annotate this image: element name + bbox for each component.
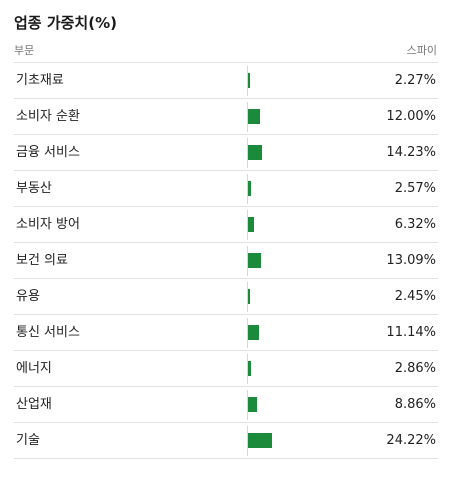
sector-row: 유용 2.45% xyxy=(14,279,438,315)
bar-baseline xyxy=(247,174,248,204)
sector-value: 6.32% xyxy=(394,217,436,232)
panel-title: 업종 가중치(%) xyxy=(14,14,117,32)
sector-row: 소비자 방어 6.32% xyxy=(14,207,438,243)
sector-label: 금융 서비스 xyxy=(16,145,80,160)
sector-label: 에너지 xyxy=(16,361,52,376)
sector-label: 유용 xyxy=(16,289,40,304)
sector-label: 보건 의료 xyxy=(16,253,68,268)
sector-value: 13.09% xyxy=(386,253,436,268)
bar-baseline xyxy=(247,66,248,96)
column-header-sector: 부문 xyxy=(14,44,35,57)
sector-value: 11.14% xyxy=(386,325,436,340)
bar-baseline xyxy=(247,138,248,168)
bar-baseline xyxy=(247,246,248,276)
sector-label: 기초재료 xyxy=(16,73,64,88)
sector-value: 12.00% xyxy=(386,109,436,124)
weight-bar xyxy=(248,109,260,124)
sector-row: 기술 24.22% xyxy=(14,423,438,459)
sector-label: 소비자 순환 xyxy=(16,109,80,124)
sector-value: 2.27% xyxy=(394,73,436,88)
sector-label: 부동산 xyxy=(16,181,52,196)
sector-list: 기초재료 2.27% 소비자 순환 12.00% 금융 서비스 14.23% 부… xyxy=(14,63,438,459)
sector-value: 2.45% xyxy=(394,289,436,304)
column-header-value: 스파이 xyxy=(406,44,437,57)
sector-row: 통신 서비스 11.14% xyxy=(14,315,438,351)
sector-label: 소비자 방어 xyxy=(16,217,80,232)
weight-bar xyxy=(248,397,257,412)
bar-baseline xyxy=(247,282,248,312)
bar-baseline xyxy=(247,102,248,132)
sector-value: 8.86% xyxy=(394,397,436,412)
sector-row: 에너지 2.86% xyxy=(14,351,438,387)
weight-bar xyxy=(248,289,250,304)
weight-bar xyxy=(248,433,272,448)
sector-label: 기술 xyxy=(16,433,40,448)
sector-label: 통신 서비스 xyxy=(16,325,80,340)
sector-row: 부동산 2.57% xyxy=(14,171,438,207)
sector-label: 산업재 xyxy=(16,397,52,412)
weight-bar xyxy=(248,217,254,232)
weight-bar xyxy=(248,145,262,160)
bar-baseline xyxy=(247,318,248,348)
bar-baseline xyxy=(247,210,248,240)
weight-bar xyxy=(248,361,251,376)
sector-value: 24.22% xyxy=(386,433,436,448)
sector-value: 2.57% xyxy=(394,181,436,196)
sector-row: 기초재료 2.27% xyxy=(14,63,438,99)
bar-baseline xyxy=(247,426,248,456)
sector-row: 소비자 순환 12.00% xyxy=(14,99,438,135)
weight-bar xyxy=(248,325,259,340)
sector-row: 산업재 8.86% xyxy=(14,387,438,423)
weight-bar xyxy=(248,253,261,268)
weight-bar xyxy=(248,73,250,88)
sector-value: 14.23% xyxy=(386,145,436,160)
sector-row: 금융 서비스 14.23% xyxy=(14,135,438,171)
sector-value: 2.86% xyxy=(394,361,436,376)
weight-bar xyxy=(248,181,251,196)
sector-row: 보건 의료 13.09% xyxy=(14,243,438,279)
bar-baseline xyxy=(247,390,248,420)
bar-baseline xyxy=(247,354,248,384)
header-divider xyxy=(14,62,438,63)
